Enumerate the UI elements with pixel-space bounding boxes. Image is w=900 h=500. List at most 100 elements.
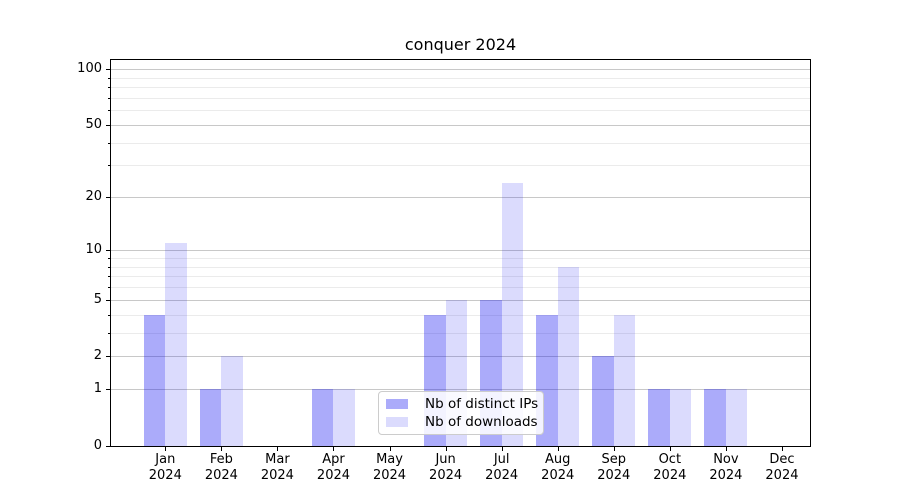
- x-tick-label-feb: Feb 2024: [189, 452, 253, 483]
- y-tick-label-20: 20: [85, 189, 102, 205]
- x-tick-label-nov: Nov 2024: [694, 452, 758, 483]
- x-label-line: 2024: [765, 467, 799, 483]
- x-tick-aug: [557, 447, 559, 451]
- gridline-major-20: [111, 197, 810, 199]
- x-label-line: 2024: [316, 467, 351, 483]
- bar-downloads-jan: [165, 243, 187, 446]
- gridline-major-2: [111, 356, 810, 358]
- x-label-line: Nov: [713, 452, 739, 467]
- y-minor-tick-3: [107, 332, 110, 334]
- y-tick-2: [106, 356, 110, 358]
- y-tick-5: [106, 299, 110, 301]
- gridline-major-100: [111, 68, 810, 70]
- gridline-minor-7: [111, 276, 810, 278]
- bar-downloads-nov: [725, 389, 748, 446]
- x-label-line: 2024: [260, 467, 294, 483]
- x-tick-sep: [613, 447, 615, 451]
- gridline-minor-9: [111, 257, 810, 259]
- y-minor-tick-70: [107, 97, 110, 99]
- gridline-major-1: [111, 389, 810, 391]
- bar-downloads-aug: [557, 266, 580, 446]
- x-tick-may: [389, 447, 391, 451]
- x-tick-mar: [277, 447, 279, 451]
- x-tick-label-apr: Apr 2024: [301, 452, 365, 483]
- x-tick-dec: [781, 447, 783, 451]
- x-tick-label-jul: Jul 2024: [470, 452, 534, 483]
- bar-distinct-ips-apr: [311, 389, 334, 446]
- x-label-line: 2024: [709, 467, 743, 483]
- gridline-minor-80: [111, 87, 810, 88]
- legend-label-downloads: Nb of downloads: [425, 413, 538, 430]
- legend: Nb of distinct IPs Nb of downloads: [378, 391, 544, 435]
- gridline-minor-60: [111, 110, 810, 112]
- plot-area: [110, 59, 811, 447]
- legend-label-distinct-ips: Nb of distinct IPs: [425, 396, 539, 413]
- x-label-line: Feb: [209, 452, 233, 467]
- y-tick-20: [106, 197, 110, 199]
- y-tick-100: [106, 68, 110, 70]
- bar-distinct-ips-jan: [143, 314, 166, 446]
- bar-downloads-apr: [333, 389, 356, 446]
- gridline-major-50: [111, 124, 810, 126]
- legend-swatch-downloads: [386, 416, 408, 428]
- bar-downloads-feb: [221, 356, 243, 446]
- x-label-line: 2024: [597, 467, 631, 483]
- x-tick-label-dec: Dec 2024: [750, 452, 814, 483]
- y-minor-tick-40: [107, 142, 110, 144]
- x-label-line: Dec: [769, 452, 795, 467]
- y-tick-label-10: 10: [85, 242, 102, 258]
- bar-distinct-ips-nov: [704, 389, 726, 446]
- gridline-minor-6: [111, 287, 810, 289]
- y-minor-tick-90: [107, 77, 110, 79]
- y-tick-1: [106, 389, 110, 391]
- gridline-major-10: [111, 250, 810, 252]
- gridline-minor-8: [111, 266, 810, 268]
- x-tick-label-jan: Jan 2024: [133, 452, 197, 483]
- y-minor-tick-6: [107, 287, 110, 289]
- gridline-minor-90: [111, 77, 810, 79]
- x-label-line: 2024: [204, 467, 238, 483]
- bar-distinct-ips-oct: [648, 389, 670, 446]
- x-label-line: Jan: [155, 452, 176, 467]
- x-tick-feb: [221, 447, 223, 451]
- legend-item-distinct-ips: Nb of distinct IPs: [386, 396, 539, 413]
- x-label-line: 2024: [485, 467, 519, 483]
- bar-downloads-oct: [669, 389, 692, 446]
- x-label-line: Aug: [545, 452, 571, 467]
- y-tick-0: [106, 446, 110, 447]
- x-tick-apr: [333, 447, 335, 451]
- y-minor-tick-9: [107, 257, 110, 259]
- bar-downloads-sep: [613, 314, 636, 446]
- chart-title: conquer 2024: [404, 35, 517, 54]
- x-tick-jun: [445, 447, 447, 451]
- bar-distinct-ips-feb: [199, 389, 222, 446]
- y-minor-tick-80: [107, 87, 110, 88]
- y-minor-tick-30: [107, 165, 110, 167]
- x-label-line: Apr: [322, 452, 345, 467]
- x-tick-label-jun: Jun 2024: [414, 452, 478, 483]
- y-tick-50: [106, 124, 110, 126]
- y-tick-label-5: 5: [93, 291, 102, 307]
- x-tick-nov: [725, 447, 727, 451]
- x-label-line: Sep: [601, 452, 627, 467]
- x-tick-label-may: May 2024: [358, 452, 422, 483]
- bar-distinct-ips-sep: [592, 356, 614, 446]
- y-minor-tick-8: [107, 266, 110, 268]
- x-tick-label-aug: Aug 2024: [526, 452, 590, 483]
- x-label-line: 2024: [429, 467, 463, 483]
- x-tick-oct: [669, 447, 671, 451]
- x-tick-label-oct: Oct 2024: [638, 452, 702, 483]
- y-minor-tick-7: [107, 276, 110, 278]
- y-minor-tick-60: [107, 110, 110, 112]
- y-tick-label-0: 0: [93, 438, 102, 453]
- gridline-minor-30: [111, 165, 810, 167]
- x-tick-label-mar: Mar 2024: [245, 452, 309, 483]
- y-tick-label-1: 1: [93, 381, 102, 397]
- x-label-line: Mar: [265, 452, 290, 467]
- legend-swatch-distinct-ips: [386, 398, 408, 410]
- gridline-minor-40: [111, 142, 810, 144]
- x-tick-jul: [501, 447, 503, 451]
- x-tick-jan: [165, 447, 167, 451]
- gridline-minor-4: [111, 314, 810, 316]
